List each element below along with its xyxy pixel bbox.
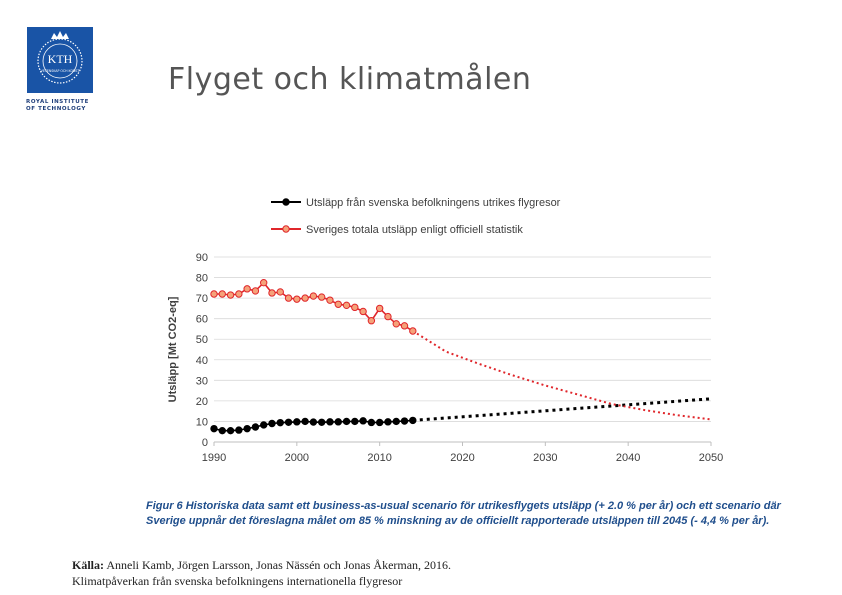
data-point <box>409 327 417 335</box>
series-projection-line <box>412 330 712 421</box>
data-point <box>334 418 342 426</box>
data-point <box>375 304 384 313</box>
y-tick-label: 40 <box>196 355 208 367</box>
data-point <box>392 417 400 426</box>
data-point <box>359 417 367 425</box>
legend-label: Sveriges totala utsläpp enligt officiell… <box>306 224 523 236</box>
data-point <box>359 307 367 316</box>
data-point <box>235 426 243 434</box>
data-point <box>367 317 376 325</box>
data-point <box>226 426 235 435</box>
data-point <box>268 289 276 297</box>
data-point <box>235 290 243 298</box>
data-point <box>260 421 268 429</box>
data-point <box>218 290 226 298</box>
y-axis-label: Utsläpp [Mt CO2-eq] <box>167 296 179 402</box>
data-point <box>400 322 409 330</box>
y-tick-label: 10 <box>196 416 208 428</box>
data-point <box>293 295 301 303</box>
x-tick-label: 2010 <box>367 452 391 464</box>
x-tick-label: 2040 <box>616 452 640 464</box>
y-tick-label: 20 <box>196 396 208 408</box>
data-point <box>309 418 318 426</box>
source-citation: Källa: Anneli Kamb, Jörgen Larsson, Jona… <box>72 557 451 589</box>
data-point <box>342 301 351 310</box>
source-title: Klimatpåverkan från svenska befolkningen… <box>72 574 403 588</box>
y-tick-label: 30 <box>196 375 208 387</box>
data-point <box>284 418 293 426</box>
data-point <box>260 278 268 287</box>
page-title: Flyget och klimatmålen <box>168 62 532 97</box>
legend-swatch-marker <box>282 225 290 233</box>
data-point <box>268 419 276 428</box>
data-point <box>375 418 384 427</box>
y-tick-label: 80 <box>196 273 208 285</box>
data-point <box>392 320 400 328</box>
data-point <box>309 292 318 300</box>
x-tick-label: 2050 <box>699 452 723 464</box>
kth-crest-icon <box>37 31 83 84</box>
data-point <box>251 423 260 431</box>
data-point <box>400 417 409 425</box>
data-point <box>226 291 235 299</box>
data-point <box>384 418 392 426</box>
y-tick-label: 50 <box>196 334 208 346</box>
data-point <box>293 418 301 426</box>
data-point <box>210 424 218 433</box>
data-point <box>276 418 284 427</box>
y-tick-label: 60 <box>196 314 208 326</box>
data-point <box>342 417 351 426</box>
legend-swatch-marker <box>282 198 290 206</box>
data-point <box>409 416 417 425</box>
x-tick-label: 1990 <box>202 452 226 464</box>
source-authors: Anneli Kamb, Jörgen Larsson, Jonas Nässé… <box>104 558 452 572</box>
legend-label: Utsläpp från svenska befolkningens utrik… <box>306 197 561 209</box>
data-point <box>351 417 359 426</box>
data-point <box>326 296 334 304</box>
data-point <box>243 424 251 433</box>
data-point <box>210 290 218 298</box>
x-tick-label: 2020 <box>450 452 474 464</box>
data-point <box>326 418 334 426</box>
y-tick-label: 0 <box>202 437 208 449</box>
figure-caption: Figur 6 Historiska data samt ett busines… <box>146 500 781 527</box>
source-label: Källa: <box>72 558 104 572</box>
data-point <box>284 294 293 302</box>
data-point <box>301 417 309 426</box>
series-projection-line <box>412 397 712 422</box>
kth-logo: KTH VETENSKAP OCH KONST <box>27 27 93 93</box>
data-point <box>384 312 392 321</box>
data-point <box>251 287 260 295</box>
data-point <box>301 294 309 302</box>
data-point <box>218 426 226 435</box>
data-point <box>317 418 326 426</box>
data-point <box>367 418 376 427</box>
x-tick-label: 2000 <box>285 452 309 464</box>
data-point <box>317 293 326 301</box>
y-tick-label: 70 <box>196 293 208 305</box>
data-point <box>334 300 342 308</box>
data-point <box>276 288 284 296</box>
logo-subtitle: ROYAL INSTITUTE OF TECHNOLOGY <box>26 99 89 112</box>
x-tick-label: 2030 <box>533 452 557 464</box>
data-point <box>351 303 359 312</box>
y-tick-label: 90 <box>196 252 208 264</box>
data-point <box>243 285 251 293</box>
